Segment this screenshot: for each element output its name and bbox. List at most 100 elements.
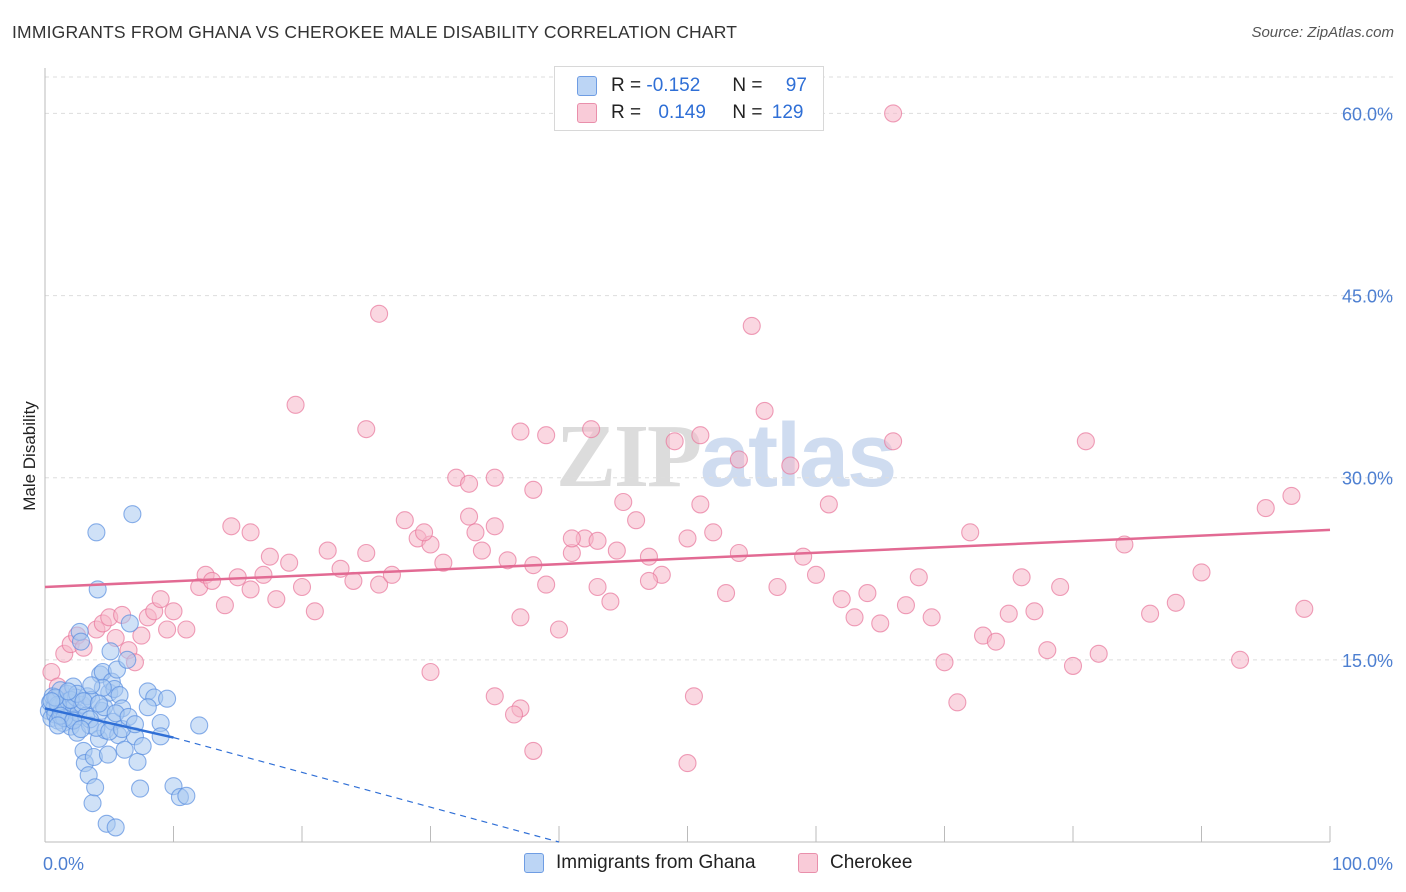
series-legend-ghana[interactable]: Immigrants from Ghana xyxy=(524,852,756,874)
series-legend: Immigrants from Ghana Cherokee xyxy=(0,852,1406,878)
point-cherokee-46 xyxy=(511,608,530,627)
point-cherokee-90 xyxy=(1076,432,1095,451)
point-cherokee-59 xyxy=(678,529,697,548)
point-ghana-71 xyxy=(177,786,196,805)
point-ghana-34 xyxy=(83,794,102,813)
point-cherokee-89 xyxy=(1063,656,1083,675)
point-cherokee-118 xyxy=(588,577,607,597)
point-cherokee-94 xyxy=(1166,593,1185,612)
point-cherokee-54 xyxy=(614,492,633,512)
point-ghana-79 xyxy=(74,692,93,711)
point-cherokee-52 xyxy=(588,531,607,550)
point-cherokee-115 xyxy=(466,523,485,542)
x-tick-labels: 0.0% 100.0% xyxy=(43,854,1393,874)
point-cherokee-71 xyxy=(832,590,851,609)
point-ghana-64 xyxy=(133,737,152,756)
point-ghana-87 xyxy=(59,682,78,701)
point-cherokee-36 xyxy=(382,565,402,584)
point-cherokee-114 xyxy=(415,523,434,542)
point-cherokee-83 xyxy=(986,632,1005,651)
series-legend-cherokee[interactable]: Cherokee xyxy=(798,852,912,874)
point-cherokee-16 xyxy=(151,590,170,609)
point-cherokee-117 xyxy=(562,529,581,548)
point-cherokee-109 xyxy=(485,468,504,487)
point-ghana-89 xyxy=(71,720,91,739)
trend-line-ghana xyxy=(44,707,174,739)
point-cherokee-49 xyxy=(549,620,569,639)
point-cherokee-45 xyxy=(498,551,517,570)
source-label: Source: ZipAtlas.com xyxy=(1251,24,1394,41)
point-cherokee-112 xyxy=(241,523,260,542)
point-ghana-48 xyxy=(101,642,120,661)
point-cherokee-103 xyxy=(459,474,479,493)
point-cherokee-55 xyxy=(627,511,646,530)
point-cherokee-96 xyxy=(1231,650,1250,669)
x-tick-label-1: 100.0% xyxy=(1332,854,1393,874)
point-cherokee-30 xyxy=(305,602,324,621)
point-cherokee-69 xyxy=(806,565,826,584)
point-ghana-86 xyxy=(42,692,61,711)
point-cherokee-42 xyxy=(459,507,479,526)
point-cherokee-105 xyxy=(511,422,530,441)
point-cherokee-95 xyxy=(1192,563,1211,582)
axes xyxy=(44,68,1331,843)
point-cherokee-63 xyxy=(729,543,748,563)
series-swatch-cherokee xyxy=(798,853,818,873)
point-cherokee-98 xyxy=(1282,486,1301,505)
y-tick-labels: 15.0% 30.0% 45.0% 60.0% xyxy=(1342,104,1393,670)
legend-r-value-ghana: -0.152 xyxy=(646,75,701,96)
point-cherokee-26 xyxy=(254,565,273,584)
point-cherokee-107 xyxy=(691,426,710,445)
point-cherokee-85 xyxy=(1012,568,1031,587)
point-cherokee-84 xyxy=(999,604,1018,623)
series-cherokee xyxy=(42,98,1314,773)
point-cherokee-40 xyxy=(434,553,453,572)
point-ghana-90 xyxy=(82,676,101,695)
point-cherokee-27 xyxy=(267,590,286,609)
point-cherokee-126 xyxy=(639,571,659,590)
trend-extension-ghana xyxy=(173,736,560,843)
point-ghana-68 xyxy=(158,689,177,708)
point-cherokee-99 xyxy=(1295,599,1314,618)
y-tick-label-3: 60.0% xyxy=(1342,104,1393,124)
point-cherokee-17 xyxy=(158,620,177,639)
legend-n-value-cherokee: 129 xyxy=(771,102,804,123)
point-cherokee-120 xyxy=(684,687,703,706)
point-cherokee-64 xyxy=(742,316,761,335)
legend-swatch-cherokee xyxy=(577,103,597,123)
point-ghana-72 xyxy=(190,716,209,735)
point-cherokee-25 xyxy=(241,580,260,599)
point-ghana-36 xyxy=(86,778,105,797)
legend-n-label: N = xyxy=(732,102,763,123)
point-cherokee-72 xyxy=(845,608,864,627)
point-cherokee-65 xyxy=(755,401,774,420)
point-cherokee-97 xyxy=(1256,499,1275,518)
point-cherokee-101 xyxy=(370,304,389,323)
correlation-legend: R = -0.152 N = 97 R = 0.149 N = 129 xyxy=(554,66,824,131)
point-cherokee-80 xyxy=(948,693,967,712)
point-ghana-91 xyxy=(89,694,109,713)
point-cherokee-128 xyxy=(504,705,524,724)
y-tick-label-0: 15.0% xyxy=(1342,651,1393,671)
point-cherokee-106 xyxy=(537,426,556,445)
point-cherokee-123 xyxy=(524,741,543,760)
y-tick-label-2: 45.0% xyxy=(1342,287,1393,307)
point-cherokee-18 xyxy=(164,602,183,621)
point-cherokee-53 xyxy=(601,592,620,611)
point-cherokee-86 xyxy=(1025,602,1044,621)
series-ghana xyxy=(39,505,209,837)
point-cherokee-93 xyxy=(1141,604,1160,623)
point-ghana-52 xyxy=(106,818,125,837)
point-ghana-46 xyxy=(98,745,118,764)
point-cherokee-119 xyxy=(607,541,626,560)
point-cherokee-124 xyxy=(678,754,697,773)
point-cherokee-13 xyxy=(132,626,151,645)
legend-row-cherokee: R = 0.149 N = 129 xyxy=(577,100,803,126)
point-ghana-25 xyxy=(71,632,91,651)
point-ghana-57 xyxy=(115,740,134,759)
point-cherokee-78 xyxy=(922,608,941,627)
point-cherokee-28 xyxy=(280,553,299,572)
point-cherokee-66 xyxy=(768,577,787,597)
point-cherokee-34 xyxy=(357,543,376,563)
